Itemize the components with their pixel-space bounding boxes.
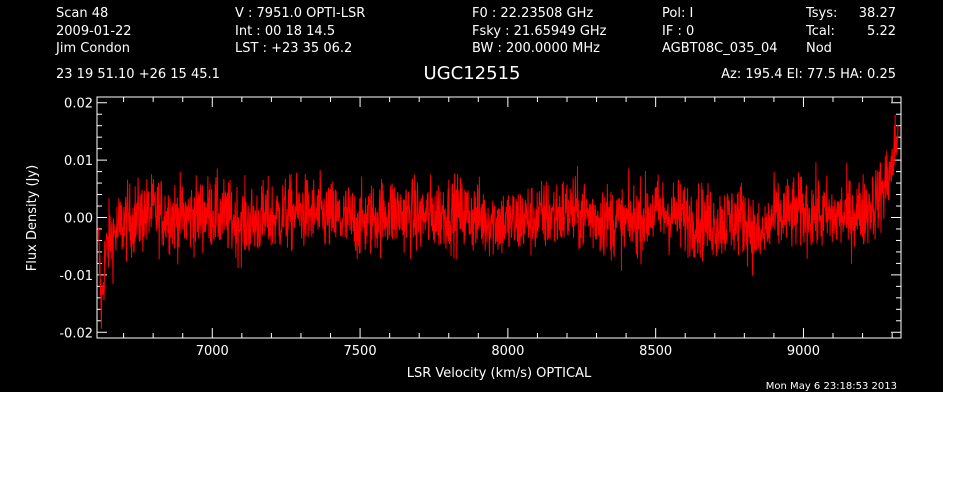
header-col1: Scan 48 2009-01-22 Jim Condon <box>55 6 132 56</box>
spectrum-trace <box>97 114 899 329</box>
x-tick-label: 7000 <box>196 344 229 359</box>
bandwidth: BW : 200.0000 MHz <box>472 41 600 56</box>
lst-readout: LST : +23 35 06.2 <box>235 41 352 56</box>
header-col3: F0 : 22.23508 GHz Fsky : 21.65949 GHz BW… <box>472 6 607 56</box>
if-number: IF : 0 <box>662 24 694 39</box>
rest-frequency: F0 : 22.23508 GHz <box>472 6 593 21</box>
x-axis-label: LSR Velocity (km/s) OPTICAL <box>407 366 592 381</box>
tcal-label: Tcal: <box>805 24 835 39</box>
y-tick-label: 0.02 <box>64 97 93 112</box>
tsys-label: Tsys: <box>805 6 837 21</box>
header-col5: Tsys: Tcal: Nod <box>805 6 837 56</box>
tick-labels: 7000 7500 8000 8500 9000 -0.02 -0.01 0.00 0.01 0.… <box>59 97 820 359</box>
y-tick-label: -0.01 <box>59 269 93 284</box>
tcal-value: 5.22 <box>867 24 896 39</box>
plot-timestamp: Mon May 6 23:18:53 2013 <box>766 381 897 392</box>
observation-date: 2009-01-22 <box>56 24 132 39</box>
scan-number: Scan 48 <box>56 6 108 21</box>
x-tick-label: 8000 <box>491 344 524 359</box>
project-id: AGBT08C_035_04 <box>662 41 778 56</box>
x-tick-label: 8500 <box>639 344 672 359</box>
procedure-name: Nod <box>806 41 832 56</box>
header-col4: Pol: I IF : 0 AGBT08C_035_04 <box>662 6 778 56</box>
spectrum-chart: Scan 48 2009-01-22 Jim Condon V : 7951.0… <box>25 6 902 392</box>
velocity-readout: V : 7951.0 OPTI-LSR <box>235 6 365 21</box>
spectrum-plot-window: Scan 48 2009-01-22 Jim Condon V : 7951.0… <box>0 0 943 392</box>
polarization: Pol: I <box>662 6 693 21</box>
y-tick-label: 0.01 <box>64 154 93 169</box>
header-col6: 38.27 5.22 <box>859 6 896 39</box>
az-el-ha-readout: Az: 195.4 El: 77.5 HA: 0.25 <box>721 67 896 82</box>
source-name: UGC12515 <box>424 63 521 84</box>
observer-name: Jim Condon <box>55 41 130 56</box>
source-coordinates: 23 19 51.10 +26 15 45.1 <box>56 67 220 82</box>
integration-time: Int : 00 18 14.5 <box>235 24 335 39</box>
header-col2: V : 7951.0 OPTI-LSR Int : 00 18 14.5 LST… <box>235 6 365 56</box>
tsys-value: 38.27 <box>859 6 896 21</box>
y-tick-label: 0.00 <box>64 212 93 227</box>
x-tick-label: 9000 <box>787 344 820 359</box>
sky-frequency: Fsky : 21.65949 GHz <box>472 24 607 39</box>
y-axis-label: Flux Density (Jy) <box>25 165 40 271</box>
x-tick-label: 7500 <box>344 344 377 359</box>
y-tick-label: -0.02 <box>59 326 93 341</box>
